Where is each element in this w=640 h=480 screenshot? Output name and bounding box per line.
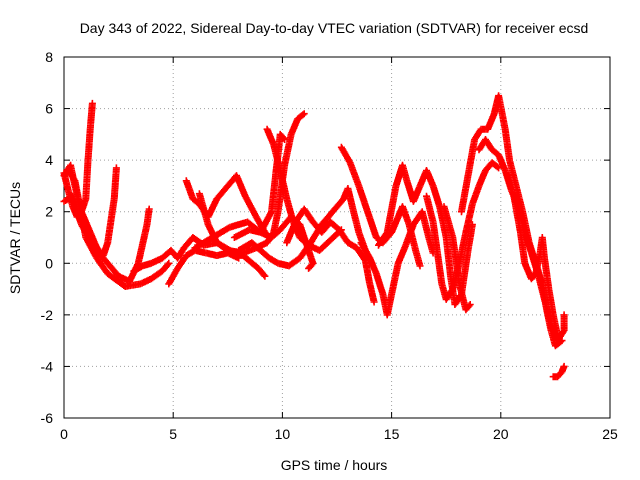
- series-track-r: [440, 203, 474, 314]
- series-track-o: [357, 208, 437, 319]
- series-markers: [376, 163, 476, 307]
- series-markers: [283, 207, 378, 304]
- y-tick-label: -6: [41, 410, 54, 426]
- y-tick-label: 2: [45, 204, 53, 220]
- x-tick-label: 20: [493, 426, 509, 442]
- y-tick-label: 0: [45, 255, 53, 271]
- series-markers: [423, 160, 501, 302]
- series-markers: [65, 168, 172, 290]
- series-track-v: [549, 362, 568, 381]
- x-tick-label: 0: [60, 426, 68, 442]
- y-tick-label: 8: [45, 49, 53, 65]
- series-markers: [510, 194, 561, 338]
- y-axis-label: SDTVAR / TECUs: [7, 182, 23, 294]
- y-tick-label: -4: [41, 358, 54, 374]
- y-tick-label: 6: [45, 101, 53, 117]
- data-series: [60, 92, 568, 381]
- series-markers: [551, 364, 568, 381]
- x-tick-label: 5: [169, 426, 177, 442]
- plot-frame: [63, 56, 611, 419]
- x-tick-label: 25: [602, 426, 618, 442]
- x-tick-label: 15: [384, 426, 400, 442]
- series-track-n: [337, 143, 424, 270]
- x-axis-label: GPS time / hours: [281, 457, 388, 473]
- series-markers: [338, 145, 423, 268]
- y-tick-label: -2: [41, 307, 54, 323]
- series-markers: [264, 127, 344, 254]
- series-track-t: [475, 136, 568, 345]
- series-track-q: [423, 159, 503, 303]
- axis-ticks: [63, 56, 611, 419]
- series-track-m: [283, 205, 378, 306]
- series-markers: [358, 209, 437, 317]
- y-tick-label: 4: [45, 152, 53, 168]
- y-tick-labels: -6 -4 -2 0 2 4 6 8: [41, 49, 54, 426]
- x-tick-label: 10: [275, 426, 291, 442]
- series-track-e: [130, 234, 269, 280]
- series-track-f: [165, 246, 243, 288]
- x-tick-labels: 0 5 10 15 20 25: [60, 426, 618, 442]
- series-track-d: [64, 167, 173, 290]
- chart-title: Day 343 of 2022, Sidereal Day-to-day VTE…: [80, 20, 589, 36]
- series-track-u: [510, 192, 562, 339]
- series-markers: [131, 235, 268, 279]
- series-markers: [441, 204, 473, 312]
